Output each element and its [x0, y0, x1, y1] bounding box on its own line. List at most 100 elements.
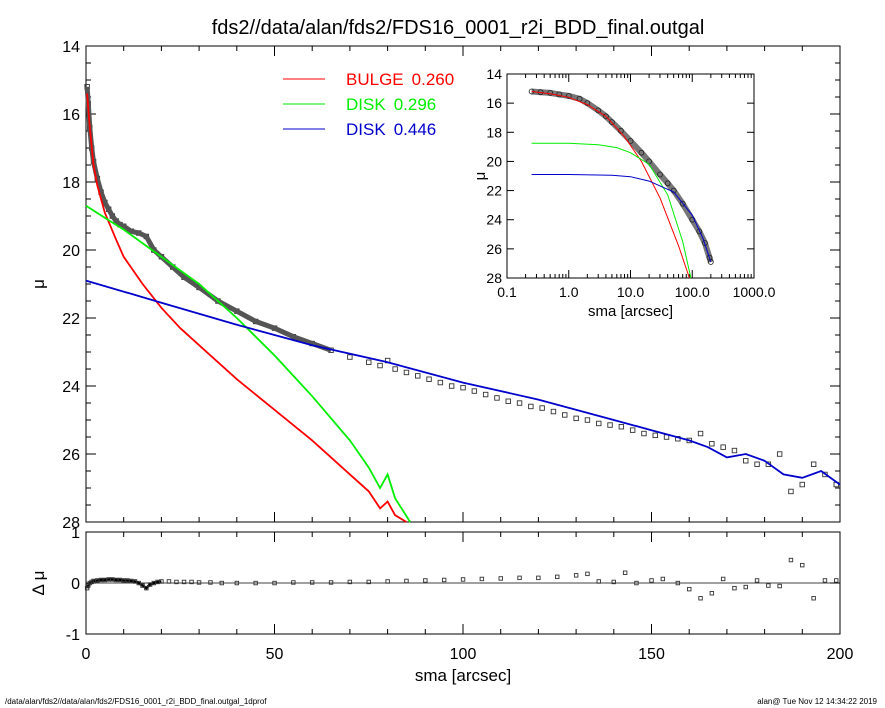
residual-point	[219, 580, 224, 586]
residual-point	[159, 579, 164, 584]
residual-point	[136, 580, 141, 586]
inset-x-tick-label: 0.1	[497, 284, 517, 300]
inset-y-tick-label: 28	[486, 270, 502, 286]
inset-x-axis-label: sma [arcsec]	[588, 303, 673, 320]
inset-y-tick-label: 16	[486, 95, 502, 111]
residual-point	[441, 577, 447, 583]
residual-point	[366, 579, 371, 585]
main-data-point	[366, 359, 372, 365]
residual-point	[517, 575, 522, 581]
residual-point	[272, 580, 277, 586]
main-series-line-0	[86, 93, 407, 523]
residual-point	[811, 596, 816, 601]
inset-data-point	[657, 171, 663, 178]
inset-series-line-1	[531, 142, 692, 279]
legend-label-1: DISK 0.296	[346, 95, 436, 114]
residual-point	[404, 578, 409, 584]
inset-x-tick-label: 1000.0	[733, 284, 776, 300]
main-data-point	[550, 408, 557, 415]
main-data-point	[539, 405, 545, 411]
x-tick-label: 150	[638, 646, 665, 663]
inset-plot: 14 16 18 20 22 24 26 280.1 1.0 10.0 100.0 1000.0 sma…	[472, 66, 776, 320]
main-data-point	[596, 420, 602, 427]
main-data-point	[505, 398, 511, 404]
legend-series-value: 0.296	[394, 95, 437, 114]
main-y-tick-label: 28	[62, 515, 80, 532]
residual-point	[754, 578, 760, 583]
main-data-point	[347, 354, 353, 360]
residual-point	[822, 578, 828, 583]
residual-point	[555, 574, 560, 580]
main-y-tick-label: 16	[62, 107, 80, 124]
residual-point	[732, 585, 737, 591]
inset-x-tick-label: 100.0	[675, 284, 710, 300]
main-data-point	[528, 403, 534, 410]
residual-point	[596, 579, 601, 584]
footer-path: /data/alan/fds2//data/alan/fds2/FDS16_00…	[5, 697, 267, 706]
residual-point	[611, 579, 616, 585]
x-tick-label: 100	[450, 646, 477, 663]
residual-band	[85, 578, 162, 590]
legend-label-0: BULGE 0.260	[346, 70, 454, 89]
main-y-tick-label: 18	[62, 175, 80, 192]
main-data-point	[810, 461, 817, 467]
main-y-tick-label: 22	[62, 311, 80, 328]
residual-point	[423, 578, 428, 583]
chart-title: fds2//data/alan/fds2/FDS16_0001_r2i_BDD_…	[212, 17, 705, 39]
residual-point	[709, 591, 715, 596]
residual-point	[766, 583, 771, 588]
inset-y-tick-label: 26	[486, 241, 502, 257]
residual-y-tick-label: -1	[66, 627, 80, 644]
residual-point	[291, 580, 296, 585]
inset-x-tick-label: 10.0	[617, 284, 644, 300]
main-y-axis-label: μ	[29, 279, 48, 289]
legend-series-name: BULGE	[346, 70, 404, 89]
x-tick-label: 200	[827, 646, 854, 663]
main-data-point	[743, 458, 749, 464]
residual-point	[385, 579, 390, 584]
main-series-line-1	[85, 205, 411, 523]
residual-y-axis-label: Δ μ	[29, 571, 48, 596]
main-data-point	[392, 366, 398, 372]
residual-point	[479, 576, 485, 582]
main-data-point	[403, 369, 410, 376]
main-data-point	[460, 384, 466, 391]
main-data-point	[641, 430, 647, 437]
main-series-line-2	[85, 279, 841, 486]
main-data-point	[776, 451, 783, 457]
residual-y-tick-label: 0	[71, 576, 80, 593]
residual-point	[585, 571, 590, 577]
residual-point	[622, 570, 628, 575]
main-data-point	[494, 395, 500, 401]
inset-y-tick-label: 20	[486, 153, 502, 169]
main-data-point	[471, 388, 478, 394]
residual-point	[328, 580, 334, 585]
main-data-point	[720, 444, 726, 450]
legend: BULGE 0.260 DISK 0.296 DISK 0.446	[283, 70, 454, 139]
main-data-point	[607, 422, 613, 428]
main-plot: 14 16 18 20 22 24 26 28 μ	[29, 39, 841, 532]
main-data-band	[84, 86, 332, 353]
main-y-tick-label: 14	[62, 39, 80, 56]
legend-series-value: 0.260	[412, 70, 455, 89]
residual-point	[743, 584, 748, 590]
main-data-point	[697, 430, 704, 437]
residual-point	[196, 580, 202, 585]
inset-data-point	[565, 93, 572, 99]
residual-point	[84, 585, 90, 591]
main-data-point	[415, 373, 421, 379]
residual-point	[253, 580, 258, 586]
inset-background	[507, 74, 754, 278]
residual-point	[144, 585, 149, 591]
residual-point	[460, 577, 466, 582]
main-data-point	[426, 376, 432, 382]
residual-point	[649, 578, 654, 583]
residual-point	[174, 579, 179, 585]
x-tick-label: 50	[266, 646, 284, 663]
main-y-tick-label: 26	[62, 447, 80, 464]
residual-point	[660, 576, 666, 582]
residual-point	[687, 586, 692, 592]
residual-y-tick-label: 1	[71, 525, 80, 542]
inset-data-point	[664, 180, 671, 187]
residual-point	[347, 579, 353, 585]
